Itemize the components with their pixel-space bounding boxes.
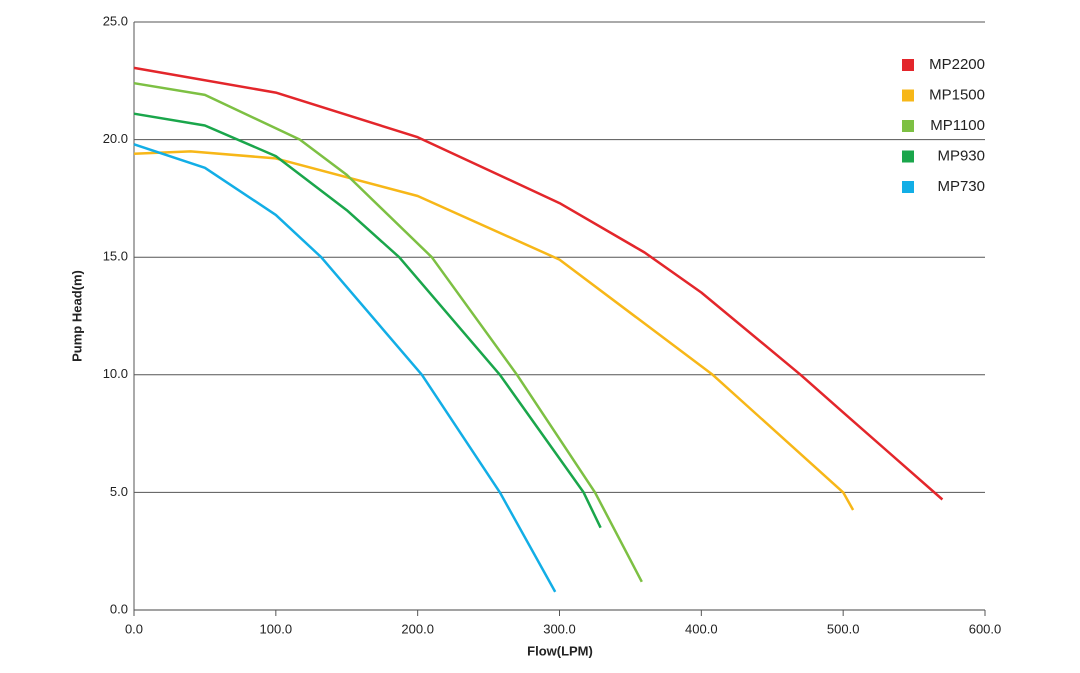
y-tick-label: 0.0 — [110, 601, 128, 616]
legend-swatch — [902, 59, 914, 71]
y-tick-label: 15.0 — [103, 249, 128, 264]
line-series — [133, 143, 557, 593]
y-tick-label: 20.0 — [103, 131, 128, 146]
line-series — [133, 150, 855, 511]
line-series — [133, 66, 944, 501]
x-tick-label: 200.0 — [401, 621, 434, 636]
line-series — [133, 81, 643, 583]
legend-swatch — [902, 89, 914, 102]
x-tick-label: 400.0 — [685, 621, 718, 636]
x-tick-label: 500.0 — [827, 621, 860, 636]
y-axis-title: Pump Head(m) — [69, 270, 84, 362]
line-series — [133, 112, 602, 529]
legend-swatch — [902, 120, 914, 132]
x-axis-title: Flow(LPM) — [527, 643, 593, 658]
legend-label: MP730 — [937, 178, 985, 195]
x-tick-label: 600.0 — [969, 621, 1002, 636]
legend-label: MP1100 — [930, 117, 985, 134]
y-tick-label: 10.0 — [103, 366, 128, 381]
legend-label: MP930 — [937, 147, 985, 164]
legend-swatch — [902, 150, 914, 163]
x-tick-label: 100.0 — [260, 621, 293, 636]
y-tick-label: 5.0 — [110, 484, 128, 499]
legend-label: MP2200 — [929, 56, 985, 73]
x-tick-label: 300.0 — [543, 621, 576, 636]
x-tick-label: 0.0 — [125, 621, 143, 636]
y-tick-label: 25.0 — [103, 13, 128, 28]
legend-swatch — [902, 181, 914, 193]
legend-label: MP1500 — [929, 86, 985, 103]
